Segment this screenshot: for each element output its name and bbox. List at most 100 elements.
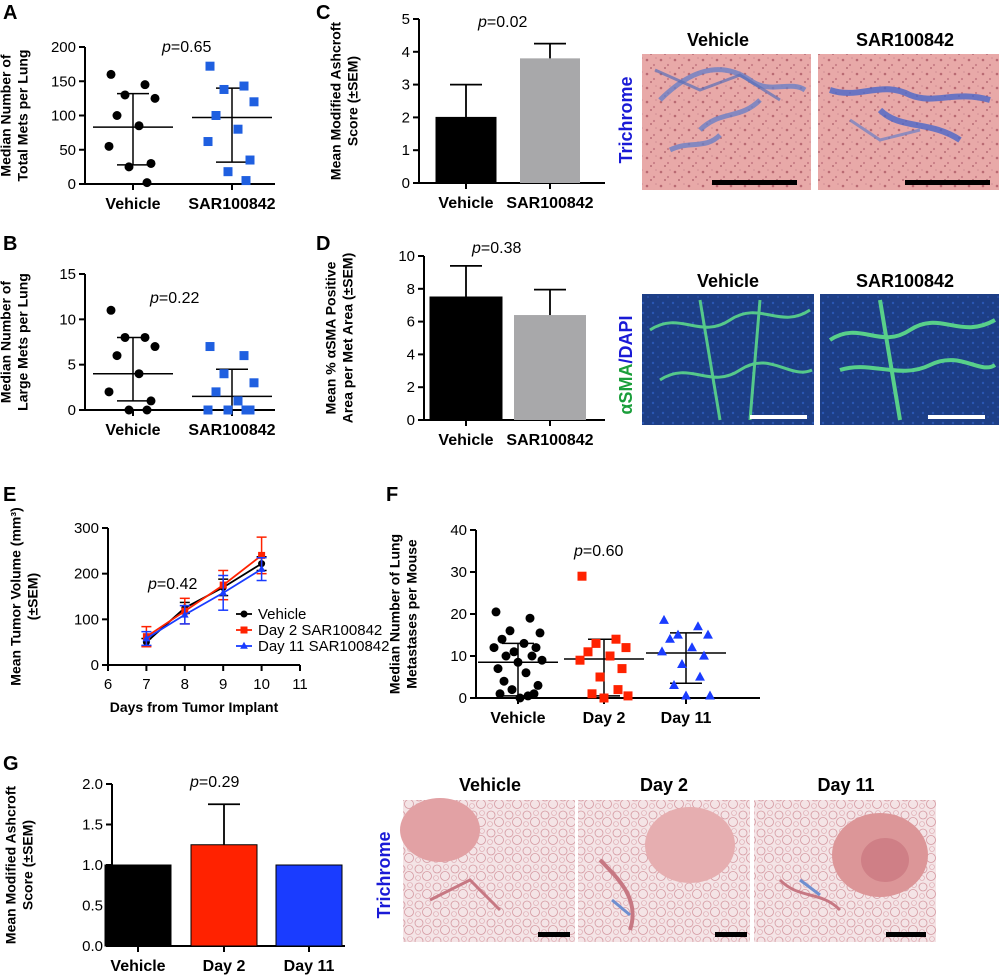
y-tick-label: 1: [402, 142, 410, 159]
panel-letter-g: G: [3, 753, 19, 775]
data-point: [112, 111, 122, 120]
data-point: [211, 387, 221, 397]
p-value-b: p=0.22: [149, 290, 199, 307]
data-point: [705, 690, 715, 700]
y-tick-label: 10: [450, 648, 467, 665]
data-point: [583, 647, 593, 657]
x-tick-label: 9: [219, 676, 227, 693]
x-tick-label: Day 11: [284, 958, 335, 975]
data-point: [150, 342, 160, 352]
y-tick-label: 0: [68, 402, 76, 419]
data-point: [249, 378, 259, 388]
y-tick-label: 0: [459, 690, 467, 707]
data-point: [497, 634, 507, 644]
g-image-title-day-2: Day 2: [640, 775, 688, 795]
d-image-title-vehicle: Vehicle: [697, 271, 759, 291]
series-vehicle: [93, 305, 173, 415]
y-tick-label: 200: [74, 566, 99, 583]
y-tick-label: 5: [402, 11, 410, 28]
data-point: [493, 664, 503, 674]
p-value-f: p=0.60: [573, 543, 623, 560]
chart-c: 0 1 2 3 4 5 Mean Modified Ashcroft Score (±SEM)…: [328, 11, 605, 212]
p-value-g: p=0.29: [189, 774, 239, 791]
y-tick-label: 2: [407, 379, 415, 396]
data-point: [657, 646, 667, 656]
y-tick-label: 0: [402, 175, 410, 192]
y-axis-label: Score (±SEM): [345, 56, 361, 146]
d-micrograph-vehicle: [642, 294, 814, 425]
y-axis-label: Score (±SEM): [20, 820, 36, 910]
c-micrograph-sar100842: [818, 54, 999, 190]
series-line: [145, 568, 263, 640]
data-point: [665, 633, 675, 643]
x-tick-label: Day 2: [203, 958, 246, 975]
data-point: [575, 655, 585, 665]
data-point: [577, 571, 587, 581]
data-point: [681, 690, 691, 700]
data-point: [223, 405, 233, 415]
y-tick-label: 10: [59, 311, 76, 328]
data-point: [140, 332, 150, 342]
data-point: [693, 621, 703, 631]
data-point: [203, 137, 213, 147]
bar-vehicle: [429, 296, 503, 421]
legend-label: Day 11 SAR100842: [258, 638, 389, 655]
y-tick-label: 100: [74, 611, 99, 628]
d-stain-label: αSMA/DAPI: [616, 315, 636, 414]
panel-letter-c: C: [316, 2, 330, 24]
g-stain-label: Trichrome: [374, 831, 394, 918]
data-point: [104, 387, 114, 397]
y-tick-label: 2: [402, 109, 410, 126]
data-point: [150, 93, 160, 103]
x-tick-label: Day 11: [661, 710, 712, 727]
data-point: [533, 680, 543, 690]
data-point: [535, 628, 545, 638]
data-point: [211, 111, 221, 120]
x-tick-label: 11: [292, 676, 308, 693]
y-tick-label: 10: [398, 248, 415, 265]
data-point: [513, 657, 523, 667]
y-tick-label: 0: [68, 176, 76, 193]
data-point: [146, 396, 156, 406]
scale-bar: [715, 932, 747, 937]
data-point: [134, 369, 144, 379]
x-tick-label: SAR100842: [506, 195, 593, 212]
data-point: [659, 614, 669, 624]
y-axis-label: Total Mets per Lung: [15, 50, 31, 182]
chart-b: 0 5 10 15 Median Number of Large Mets per Lun…: [0, 266, 276, 439]
series-vehicle: [93, 69, 173, 188]
data-point: [124, 162, 134, 172]
data-point: [613, 685, 623, 695]
panel-letter-b: B: [3, 233, 17, 255]
y-tick-label: 100: [51, 108, 76, 125]
data-point: [515, 693, 525, 703]
data-point: [140, 80, 150, 90]
panel-d: D p=0.38 0 2 4 6 8 10 Mean % αSMA Positive Area…: [316, 233, 999, 449]
data-point: [621, 643, 631, 653]
y-axis-label: Metastases per Mouse: [404, 539, 420, 689]
data-point: [233, 396, 243, 406]
data-point: [617, 664, 627, 674]
data-point: [525, 613, 535, 623]
x-tick-label: Vehicle: [105, 422, 160, 439]
legend-label: Vehicle: [258, 606, 306, 623]
y-tick-label: 300: [74, 520, 99, 537]
data-point: [142, 405, 152, 415]
x-tick-label: Vehicle: [105, 196, 160, 213]
chart-f: 0 10 20 30 40 Median Number of Lung Metastases…: [387, 522, 760, 727]
data-point: [106, 305, 116, 315]
x-tick-label: Vehicle: [438, 195, 493, 212]
y-tick-label: 40: [450, 522, 467, 539]
y-tick-label: 150: [51, 73, 76, 90]
y-tick-label: 50: [59, 142, 76, 159]
x-axis-label: Days from Tumor Implant: [110, 699, 279, 715]
data-point: [124, 405, 134, 415]
bar-sar100842: [514, 315, 586, 420]
scale-bar: [905, 180, 990, 185]
g-micrograph-day-2: [578, 800, 750, 942]
data-point: [699, 650, 709, 660]
data-point: [241, 405, 251, 415]
panel-f: F p=0.60 0 10 20 30 40 Median Number of Lung M…: [386, 484, 760, 727]
data-point: [499, 676, 509, 686]
data-point: [249, 97, 259, 107]
